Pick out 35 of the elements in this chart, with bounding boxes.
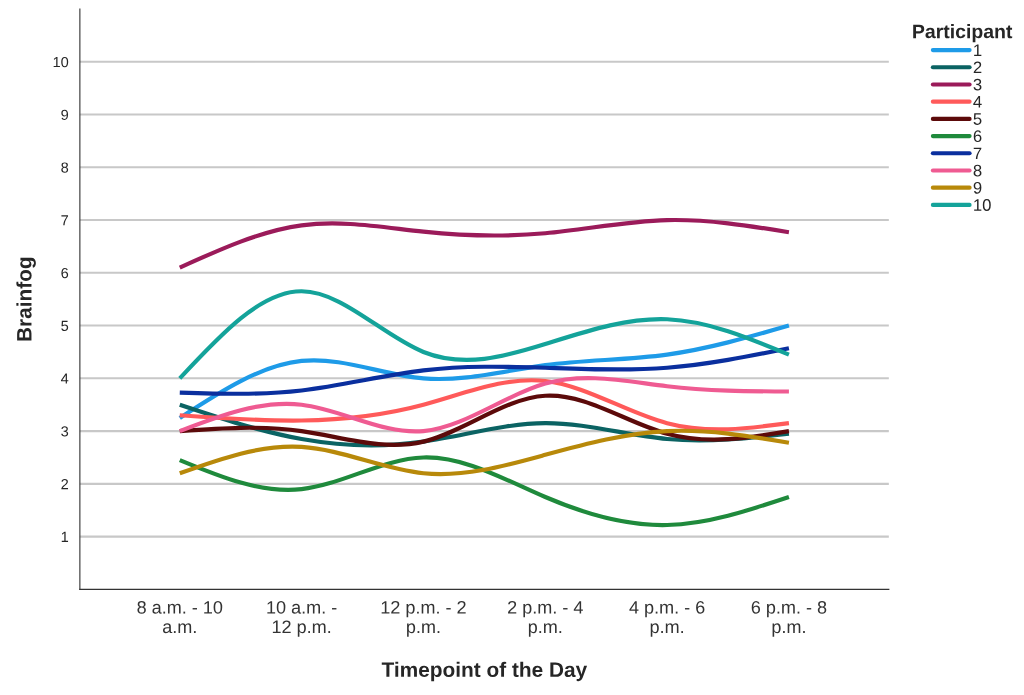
- x-tick-label: 6 p.m. - 8 p.m.: [751, 600, 827, 637]
- y-tick-label: 7: [61, 215, 69, 226]
- line-series: [177, 217, 792, 270]
- x-tick-label: 10 a.m. - 12 p.m.: [267, 600, 337, 637]
- legend-label: 9: [973, 181, 982, 194]
- x-tick-label: 4 p.m. - 6 p.m.: [629, 600, 705, 637]
- y-tick-label: 5: [61, 320, 69, 331]
- line-series: [177, 346, 792, 396]
- y-tick-label: 3: [61, 426, 69, 437]
- legend-label: 4: [973, 96, 982, 108]
- y-tick-label: 6: [61, 267, 69, 279]
- y-axis-title: Brainfog: [16, 257, 36, 341]
- line-series: [177, 323, 792, 420]
- line-series: [177, 455, 792, 528]
- legend-label: 10: [974, 199, 991, 211]
- line-series: [177, 428, 792, 477]
- legend-label: 7: [973, 147, 982, 160]
- legend-title: Participant: [913, 24, 1013, 43]
- y-tick-label: 2: [61, 478, 69, 490]
- y-tick-label: 10: [53, 56, 69, 68]
- legend-label: 1: [974, 44, 982, 56]
- y-tick-label: 9: [61, 109, 69, 120]
- x-tick-label: 12 p.m. - 2 p.m.: [381, 600, 466, 637]
- y-tick-label: 4: [60, 373, 69, 384]
- legend-label: 6: [973, 130, 982, 143]
- y-tick-label: 1: [61, 531, 69, 542]
- x-axis-title: Timepoint of the Day: [381, 661, 588, 682]
- legend-label: 8: [973, 164, 982, 177]
- x-tick-label: 8 a.m. - 10 a.m.: [137, 600, 223, 634]
- legend-label: 5: [973, 113, 982, 125]
- x-tick-label: 2 p.m. - 4 p.m.: [508, 600, 583, 637]
- legend-label: 3: [973, 78, 982, 91]
- y-tick-label: 8: [61, 162, 69, 173]
- legend-label: 2: [973, 61, 982, 74]
- line-series: [177, 289, 792, 381]
